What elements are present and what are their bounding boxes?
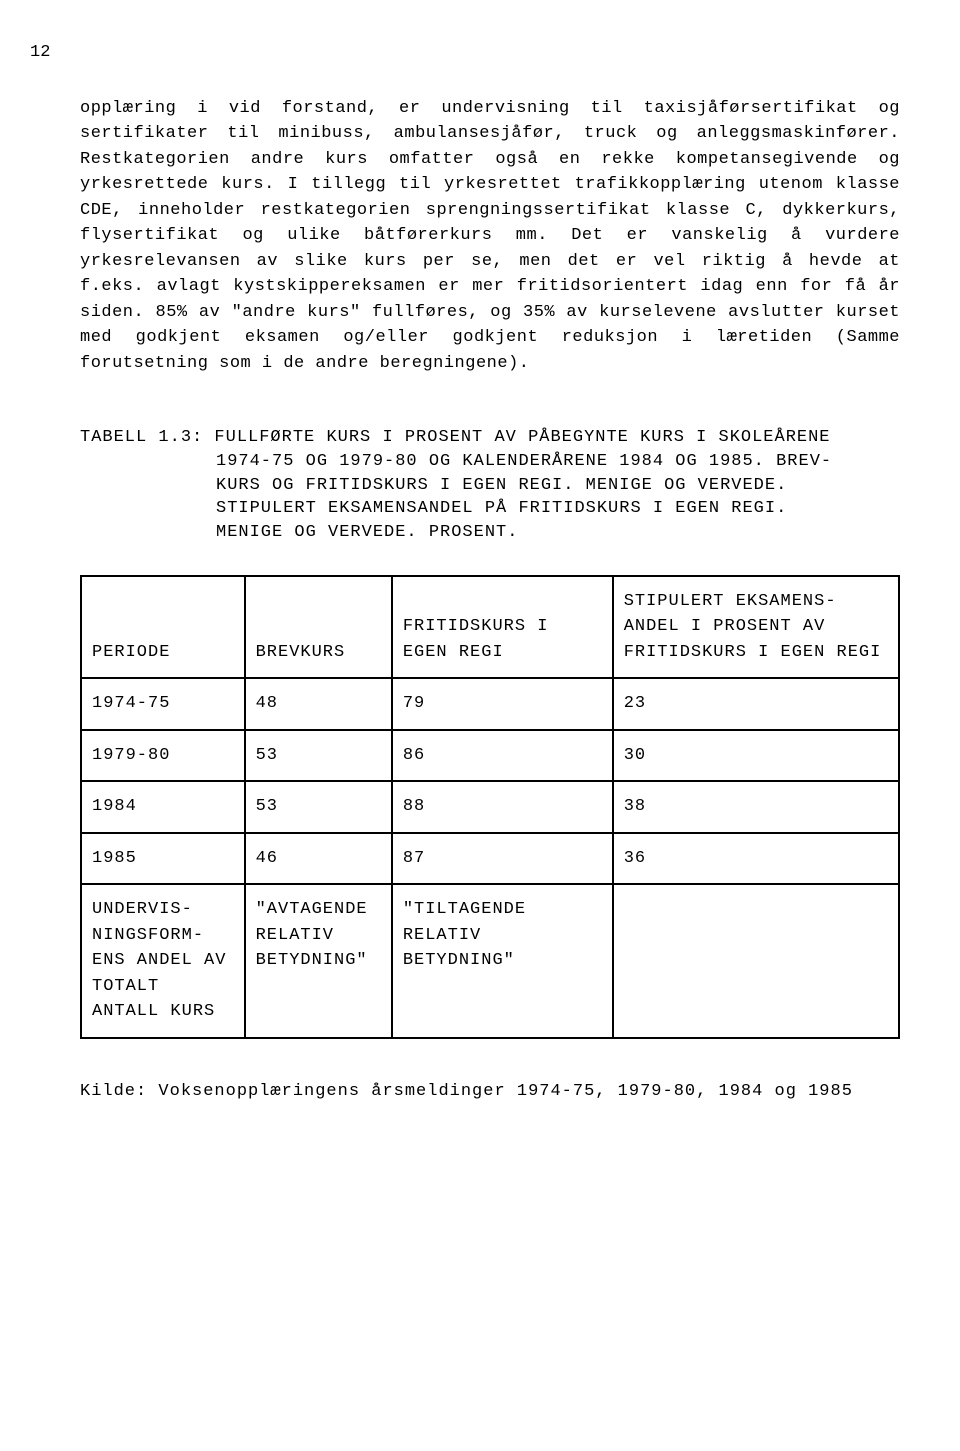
col-header-brevkurs: BREVKURS [245,576,392,679]
cell-brevkurs: 53 [245,730,392,782]
cell-periode: 1974-75 [81,678,245,730]
caption-line-5: MENIGE OG VERVEDE. PROSENT. [80,521,900,545]
cell-periode: 1984 [81,781,245,833]
cell-stipulert: 30 [613,730,899,782]
table-row: 1985 46 87 36 [81,833,899,885]
source-citation: Kilde: Voksenopplæringens årsmeldinger 1… [80,1079,900,1105]
cell-stipulert: 23 [613,678,899,730]
footer-cell-periode: UNDERVIS-NINGSFORM-ENS ANDEL AV TOTALT A… [81,884,245,1038]
col-header-stipulert: STIPULERT EKSAMENS-ANDEL I PROSENT AV FR… [613,576,899,679]
cell-brevkurs: 53 [245,781,392,833]
caption-label: TABELL 1.3: [80,428,203,447]
cell-stipulert: 36 [613,833,899,885]
body-paragraph-1: opplæring i vid forstand, er undervisnin… [80,96,900,377]
table-footer-row: UNDERVIS-NINGSFORM-ENS ANDEL AV TOTALT A… [81,884,899,1038]
col-header-periode: PERIODE [81,576,245,679]
table-row: 1979-80 53 86 30 [81,730,899,782]
footer-cell-stipulert [613,884,899,1038]
caption-line-4: STIPULERT EKSAMENSANDEL PÅ FRITIDSKURS I… [80,497,900,521]
caption-line-3: KURS OG FRITIDSKURS I EGEN REGI. MENIGE … [80,474,900,498]
col-header-fritidskurs: FRITIDSKURS I EGEN REGI [392,576,613,679]
caption-line-1: FULLFØRTE KURS I PROSENT AV PÅBEGYNTE KU… [214,428,830,447]
footer-cell-brevkurs: "AVTAGENDE RELATIV BETYDNING" [245,884,392,1038]
cell-periode: 1979-80 [81,730,245,782]
table-caption: TABELL 1.3: FULLFØRTE KURS I PROSENT AV … [80,426,900,545]
table-row: 1974-75 48 79 23 [81,678,899,730]
cell-fritidskurs: 86 [392,730,613,782]
cell-brevkurs: 48 [245,678,392,730]
cell-stipulert: 38 [613,781,899,833]
caption-line-2: 1974-75 OG 1979-80 OG KALENDERÅRENE 1984… [80,450,900,474]
table-row: 1984 53 88 38 [81,781,899,833]
cell-brevkurs: 46 [245,833,392,885]
cell-fritidskurs: 87 [392,833,613,885]
cell-periode: 1985 [81,833,245,885]
footer-cell-fritidskurs: "TILTAGENDE RELATIV BETYDNING" [392,884,613,1038]
cell-fritidskurs: 88 [392,781,613,833]
cell-fritidskurs: 79 [392,678,613,730]
table-header-row: PERIODE BREVKURS FRITIDSKURS I EGEN REGI… [81,576,899,679]
page-number: 12 [30,40,900,66]
data-table: PERIODE BREVKURS FRITIDSKURS I EGEN REGI… [80,575,900,1039]
